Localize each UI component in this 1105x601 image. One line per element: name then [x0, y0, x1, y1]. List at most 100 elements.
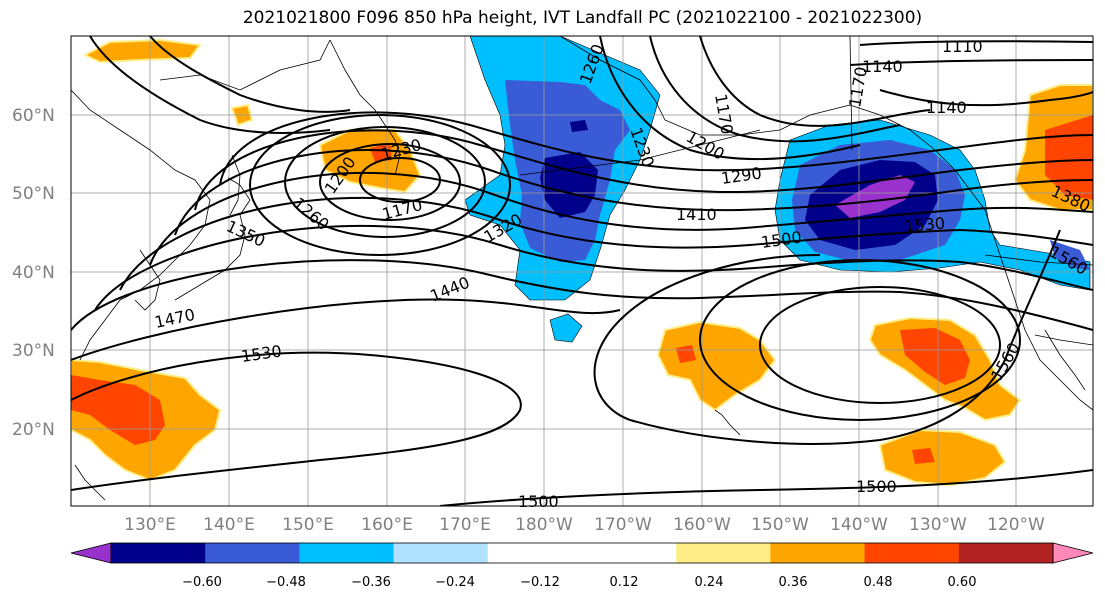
lon-label: 150°E: [282, 515, 334, 535]
contour-label: 1410: [676, 205, 717, 224]
colorbar-tick-label: 0.12: [610, 575, 639, 590]
ivt-region-central-pacific-inner2: [570, 120, 588, 132]
colorbar-segment: [487, 543, 583, 563]
boundary-canada-usa: [984, 254, 1093, 266]
coast-asia-east: [71, 89, 211, 361]
colorbar-extend-low: [70, 542, 112, 564]
contour-label: 1110: [942, 37, 983, 56]
contour-label: 1500: [856, 477, 897, 496]
coast-kamchatka: [329, 39, 401, 176]
latitude-labels: 60°N 50°N 40°N 30°N 20°N: [12, 106, 55, 440]
contour-1500-north: [71, 298, 621, 361]
map-frame: [70, 35, 1094, 507]
coast-japan: [174, 177, 251, 301]
lat-label: 60°N: [12, 106, 55, 126]
colorbar-segment: [770, 543, 866, 563]
coast-sakhalin: [229, 154, 241, 216]
contour-1410: [119, 196, 1093, 291]
ivt-positive-shading: [71, 38, 1093, 487]
ivt-region-small-blob: [549, 313, 583, 343]
contour-1560: [593, 229, 1061, 445]
lon-label: 140°W: [830, 515, 888, 535]
lon-label: 130°W: [909, 515, 967, 535]
coast-north-america-west: [984, 209, 1093, 411]
contour-1230: [284, 126, 486, 238]
lon-label: 150°W: [751, 515, 809, 535]
ivt-region-south-east: [878, 428, 1007, 487]
contour-1380: [149, 172, 1093, 266]
lat-label: 20°N: [12, 420, 55, 440]
coast-korea: [134, 249, 161, 311]
colorbar-segment: [205, 543, 300, 563]
contour-1260: [249, 114, 511, 256]
contour-west-1: [149, 36, 351, 113]
colorbar-tick-label: −0.24: [435, 575, 475, 590]
ivt-region-gulf-alaska-core: [835, 175, 915, 218]
coast-philippines: [74, 464, 106, 501]
lon-label: 180°W: [515, 515, 573, 535]
contour-label: 1500: [518, 492, 559, 511]
lon-label: 160°E: [361, 515, 413, 535]
lon-label: 130°E: [124, 515, 176, 535]
coast-aleutians: [519, 129, 761, 176]
lat-label: 40°N: [12, 263, 55, 283]
ivt-region-central-pacific-inner: [540, 152, 598, 218]
colorbar-segment: [864, 543, 960, 563]
contour-1500-south: [439, 469, 1093, 506]
boundary-alaska-canada: [849, 36, 853, 151]
contour-1230-ne: [599, 36, 861, 161]
contour-label: 1140: [862, 57, 903, 76]
contour-north-1140: [849, 59, 1093, 66]
colorbar-tick-label: −0.12: [520, 575, 560, 590]
lon-label: 140°E: [203, 515, 255, 535]
colorbar-border: [110, 542, 1054, 564]
contour-1200: [319, 143, 461, 221]
ivt-region-northwest-coast: [1050, 240, 1090, 270]
ivt-region-west-pacific-core: [71, 375, 165, 445]
contour-1320: [194, 129, 1093, 211]
coast-siberia-north: [159, 39, 331, 91]
lat-label: 30°N: [12, 341, 55, 361]
colorbar-segment: [676, 543, 771, 563]
ivt-region-hawaii-north: [656, 320, 777, 412]
longitude-labels: 130°E 140°E 150°E 160°E 170°E 180°W 170°…: [124, 515, 1045, 535]
lon-label: 170°W: [594, 515, 652, 535]
coast-hawaii: [714, 409, 741, 436]
ivt-region-east-pacific-core: [900, 328, 970, 385]
colorbar-tick-label: 0.48: [864, 575, 893, 590]
colorbar-segment: [111, 543, 206, 563]
lat-label: 50°N: [12, 184, 55, 204]
colorbar: [70, 542, 1094, 564]
coast-alaska-west: [559, 36, 851, 136]
colorbar-tick-label: 0.60: [948, 575, 977, 590]
colorbar-segment: [299, 543, 395, 563]
chart-title: 2021021800 F096 850 hPa height, IVT Land…: [242, 8, 923, 28]
colorbar-extend-high: [1052, 542, 1094, 564]
ivt-negative-shading: [464, 36, 1091, 343]
contour-1290: [219, 111, 1093, 186]
contour-north-1140b: [879, 89, 1093, 107]
contour-north-1110: [859, 40, 1093, 46]
contour-1500-high: [699, 259, 1021, 421]
contour-label: 1530: [904, 214, 946, 236]
coast-baja: [1044, 329, 1086, 391]
colorbar-tick-label: −0.36: [351, 575, 391, 590]
coastlines: [71, 36, 1093, 501]
colorbar-tick-label: −0.60: [182, 575, 222, 590]
contour-1530-high: [759, 286, 1001, 404]
contour-1350: [174, 149, 1093, 236]
boundary-usa-mexico: [1034, 334, 1093, 346]
contour-label: 1140: [926, 98, 967, 117]
colorbar-segment: [958, 543, 1054, 563]
colorbar-tick-label: −0.48: [266, 575, 306, 590]
contour-1170-ne: [699, 36, 931, 127]
contour-west-2: [89, 36, 331, 134]
contour-1470: [71, 259, 1093, 331]
height-contours: [71, 36, 1093, 506]
colorbar-segment: [393, 543, 489, 563]
contour-1440: [94, 225, 1093, 311]
colorbar-tick-label: 0.24: [695, 575, 724, 590]
contour-1530-west: [71, 351, 522, 491]
ivt-region-south-east-core: [912, 448, 935, 464]
